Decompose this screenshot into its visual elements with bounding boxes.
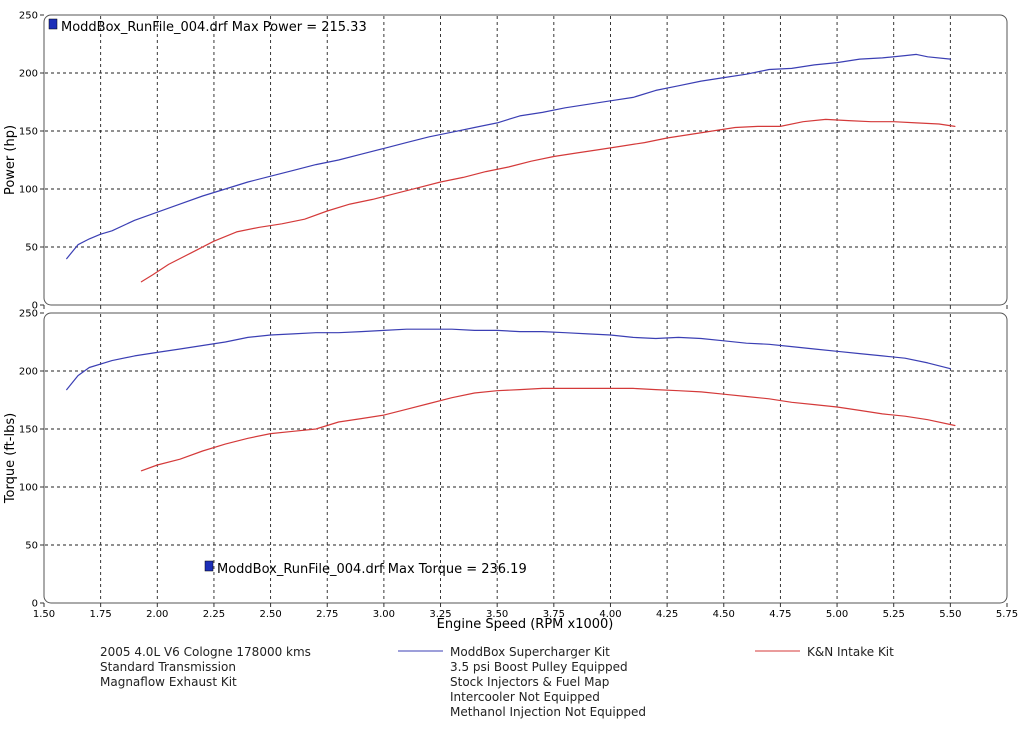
note-line: Standard Transmission [100,660,236,674]
x-tick-label: 1.75 [90,609,112,620]
torque-y-tick-label: 200 [19,367,38,378]
x-axis-title: Engine Speed (RPM x1000) [437,617,614,632]
note-line: Stock Injectors & Fuel Map [450,675,609,689]
power-y-tick-label: 150 [19,127,38,138]
note-line: 3.5 psi Boost Pulley Equipped [450,660,628,674]
power-panel: 0 50 100 150 200 250 Power (hp) ModdBox_RunFi… [3,11,1008,312]
power-y-tick-label: 250 [19,11,38,22]
torque-series [66,328,956,472]
x-tick-labels: 1.50 1.75 2.00 2.25 2.50 2.75 3.00 3.25 3.50 3.75… [33,609,1018,620]
power-y-tick-label: 200 [19,69,38,80]
x-tick-label: 4.00 [599,609,621,620]
power-plot-frame [43,14,1008,306]
torque-series-line-moddbox [66,328,952,391]
legend-label-kn: K&N Intake Kit [807,645,894,659]
x-tick-label: 3.75 [543,609,565,620]
torque-y-tick-label: 250 [19,309,38,320]
x-tick-label: 3.50 [486,609,508,620]
torque-annotation-marker [204,560,214,572]
x-tick-label: 4.75 [769,609,791,620]
torque-gridlines [40,312,1008,607]
note-line: Intercooler Not Equipped [450,690,600,704]
power-y-tick-label: 100 [19,185,38,196]
power-y-tick-label: 0 [32,301,38,312]
power-y-tick-label: 50 [25,243,38,254]
power-series-line-moddbox [66,53,952,260]
torque-y-tick-label: 50 [25,541,38,552]
power-gridlines [40,14,1008,309]
x-tick-label: 3.25 [429,609,451,620]
torque-annotation: ModdBox_RunFile_004.drf Max Torque = 236… [217,562,527,577]
legend-label-moddbox: ModdBox Supercharger Kit [450,645,610,659]
torque-y-tick-label: 150 [19,425,38,436]
x-tick-label: 5.25 [883,609,905,620]
notes-legend: 2005 4.0L V6 Cologne 178000 kms Standard… [100,645,894,719]
x-tick-label: 5.75 [996,609,1018,620]
torque-series-line-kn [140,387,956,472]
power-series [66,53,956,283]
x-tick-label: 5.50 [939,609,961,620]
x-tick-label: 5.00 [826,609,848,620]
x-tick-label: 1.50 [33,609,55,620]
x-tick-label: 4.25 [656,609,678,620]
torque-y-tick-label: 100 [19,483,38,494]
x-tick-label: 2.50 [259,609,281,620]
x-tick-label: 2.75 [316,609,338,620]
note-line: Methanol Injection Not Equipped [450,705,646,719]
note-line: Magnaflow Exhaust Kit [100,675,237,689]
torque-y-tick-labels: 0 50 100 150 200 250 [19,309,38,610]
torque-panel: 0 50 100 150 200 250 1.50 1.75 2.00 2.25 2.50 2.75… [3,309,1018,633]
note-line: 2005 4.0L V6 Cologne 178000 kms [100,645,311,659]
power-annotation: ModdBox_RunFile_004.drf Max Power = 215.… [61,20,367,35]
x-tick-label: 2.00 [146,609,168,620]
x-tick-label: 3.00 [373,609,395,620]
x-tick-label: 4.50 [713,609,735,620]
power-y-tick-labels: 0 50 100 150 200 250 [19,11,38,312]
torque-plot-frame [43,312,1008,604]
torque-y-tick-label: 0 [32,599,38,610]
power-series-line-kn [140,118,956,283]
power-y-axis-title: Power (hp) [3,125,18,195]
power-annotation-marker [48,18,58,30]
x-tick-label: 2.25 [203,609,225,620]
torque-y-axis-title: Torque (ft-lbs) [3,413,18,504]
